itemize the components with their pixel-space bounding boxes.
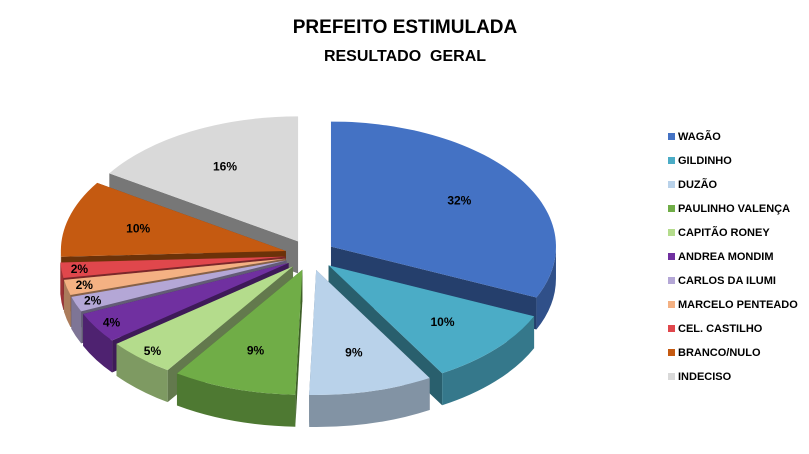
legend-item-indeciso: INDECISO xyxy=(668,371,732,383)
legend-item-paulinho-valenca: PAULINHO VALENÇA xyxy=(668,203,790,215)
slice-rim-gildinho xyxy=(442,316,535,406)
legend-swatch xyxy=(668,373,675,380)
legend-label: CARLOS DA ILUMI xyxy=(678,275,776,287)
slice-rim-wagao xyxy=(536,246,556,330)
data-label-gildinho: 10% xyxy=(431,315,455,329)
chart-subtitle: RESULTADO GERAL xyxy=(324,48,486,65)
data-label-cel-castilho: 2% xyxy=(71,262,89,276)
legend-swatch xyxy=(668,157,675,164)
slice-top-branco-nulo xyxy=(60,182,286,257)
data-label-indeciso: 16% xyxy=(213,160,237,174)
legend-label: INDECISO xyxy=(678,371,732,383)
slice-top-wagao xyxy=(330,121,556,298)
legend-swatch xyxy=(668,277,675,284)
legend-label: BRANCO/NULO xyxy=(678,347,761,359)
slice-top-carlos-da-ilumi xyxy=(71,260,287,312)
pie-data-labels: 32%10%9%9%5%4%2%2%2%10%16% xyxy=(71,160,472,360)
legend-label: CAPITÃO RONEY xyxy=(678,226,770,239)
slice-rim-capitao-roney xyxy=(116,343,168,403)
slice-rim-carlos-da-ilumi xyxy=(71,296,82,344)
data-label-capitao-roney: 5% xyxy=(144,344,162,358)
slice-rim-marcelo-penteado xyxy=(63,279,71,327)
pie-slices xyxy=(60,116,556,428)
legend-item-andrea-mondim: ANDREA MONDIM xyxy=(668,251,774,263)
slice-gildinho xyxy=(328,265,535,406)
legend-item-wagao: WAGÃO xyxy=(668,130,721,143)
legend-item-carlos-da-ilumi: CARLOS DA ILUMI xyxy=(668,275,776,287)
legend-label: GILDINHO xyxy=(678,155,732,167)
legend-swatch xyxy=(668,229,675,236)
legend-label: WAGÃO xyxy=(678,130,721,143)
slice-wall-paulinho-valenca xyxy=(295,269,303,427)
slice-top-indeciso xyxy=(109,116,299,242)
data-label-marcelo-penteado: 2% xyxy=(76,278,94,292)
legend: WAGÃO GILDINHO DUZÃO PAULINHO VALENÇA CAPITÃ… xyxy=(668,130,798,383)
slice-top-cel-castilho xyxy=(60,256,286,278)
slice-top-andrea-mondim xyxy=(83,263,289,341)
slice-top-gildinho xyxy=(328,265,535,374)
slice-rim-paulinho-valenca xyxy=(176,373,296,427)
slice-rim-cel-castilho xyxy=(60,262,64,310)
slice-paulinho-valenca xyxy=(176,269,303,427)
legend-swatch xyxy=(668,349,675,356)
legend-item-cel-castilho: CEL. CASTILHO xyxy=(668,323,763,335)
slice-duzao xyxy=(309,270,430,428)
legend-item-marcelo-penteado: MARCELO PENTEADO xyxy=(668,299,798,311)
legend-label: PAULINHO VALENÇA xyxy=(678,203,790,215)
data-label-paulinho-valenca: 9% xyxy=(247,344,265,358)
slice-rim-andrea-mondim xyxy=(83,313,113,373)
legend-label: DUZÃO xyxy=(678,178,718,191)
slice-top-capitao-roney xyxy=(116,266,294,371)
slice-top-marcelo-penteado xyxy=(63,258,286,295)
legend-swatch xyxy=(668,325,675,332)
data-label-duzao: 9% xyxy=(345,345,363,359)
legend-item-branco-nulo: BRANCO/NULO xyxy=(668,347,761,359)
slice-top-duzao xyxy=(309,270,430,396)
legend-swatch xyxy=(668,301,675,308)
data-label-carlos-da-ilumi: 2% xyxy=(84,294,102,308)
legend-item-capitao-roney: CAPITÃO RONEY xyxy=(668,226,770,239)
data-label-wagao: 32% xyxy=(447,193,471,207)
legend-label: ANDREA MONDIM xyxy=(678,251,774,263)
legend-item-gildinho: GILDINHO xyxy=(668,155,732,167)
legend-label: CEL. CASTILHO xyxy=(678,323,763,335)
slice-top-paulinho-valenca xyxy=(176,269,303,395)
legend-swatch xyxy=(668,133,675,140)
legend-item-duzao: DUZÃO xyxy=(668,178,718,191)
chart-title: PREFEITO ESTIMULADA xyxy=(293,17,518,38)
data-label-andrea-mondim: 4% xyxy=(103,316,121,330)
legend-label: MARCELO PENTEADO xyxy=(678,299,798,311)
legend-swatch xyxy=(668,205,675,212)
slice-rim-duzao xyxy=(309,377,430,428)
legend-swatch xyxy=(668,253,675,260)
legend-swatch xyxy=(668,181,675,188)
data-label-branco-nulo: 10% xyxy=(126,222,150,236)
